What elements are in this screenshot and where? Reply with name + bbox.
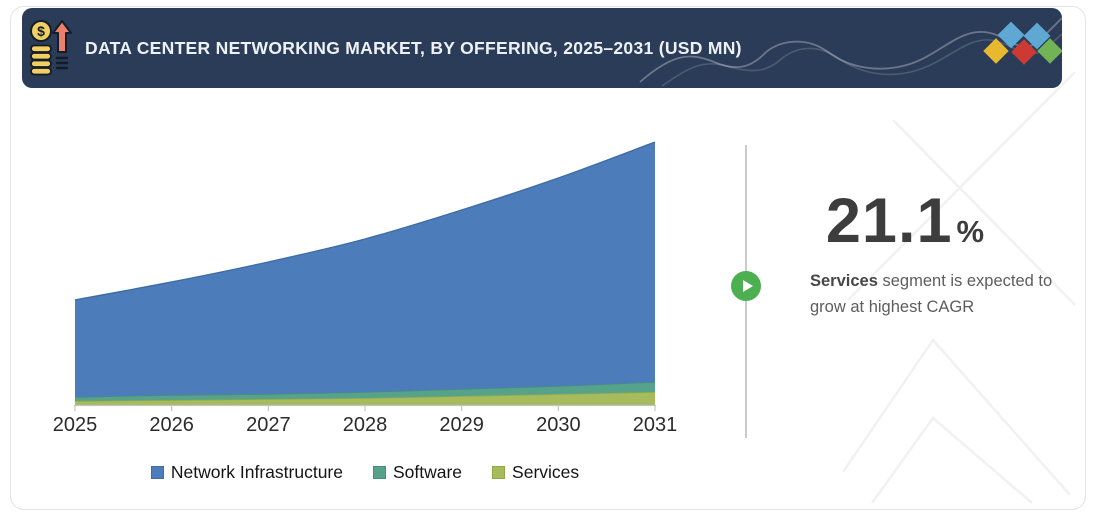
legend-item-services: Services bbox=[492, 462, 579, 483]
x-axis-label: 2030 bbox=[536, 414, 581, 436]
x-axis-label: 2028 bbox=[342, 414, 388, 436]
logo-diamonds bbox=[983, 21, 1062, 65]
play-icon bbox=[742, 280, 753, 292]
cagr-stat: 21.1% bbox=[760, 185, 1050, 257]
legend-swatch bbox=[372, 466, 386, 479]
play-button[interactable] bbox=[731, 271, 761, 301]
chart-legend: Network Infrastructure Software Services bbox=[75, 462, 655, 483]
x-axis-label: 2029 bbox=[439, 414, 484, 436]
coin-stack-growth-icon: $ bbox=[30, 20, 72, 76]
x-axis-label: 2027 bbox=[246, 414, 291, 436]
header-bar: $ DATA CENTER NETWORKING MARKET, BY OFFE… bbox=[22, 8, 1062, 88]
x-axis-label: 2026 bbox=[149, 414, 194, 436]
legend-item-network-infrastructure: Network Infrastructure bbox=[150, 462, 343, 483]
legend-label: Software bbox=[392, 462, 463, 482]
cagr-description-highlight: Services bbox=[810, 272, 878, 290]
legend-label: Network Infrastructure bbox=[170, 462, 343, 482]
cagr-description: Services segment is expected to grow at … bbox=[810, 268, 1058, 320]
x-axis-label: 2025 bbox=[52, 414, 98, 436]
svg-text:$: $ bbox=[37, 23, 45, 39]
legend-swatch bbox=[492, 466, 506, 479]
legend-label: Services bbox=[512, 462, 580, 482]
header-wave-decoration bbox=[639, 17, 1062, 87]
x-axis-label: 2031 bbox=[632, 414, 678, 436]
percent-sign: % bbox=[956, 214, 985, 249]
cagr-value: 21.1 bbox=[825, 186, 953, 256]
legend-item-software: Software bbox=[372, 462, 463, 483]
page-title: DATA CENTER NETWORKING MARKET, BY OFFERI… bbox=[85, 38, 742, 58]
legend-swatch bbox=[150, 466, 164, 479]
